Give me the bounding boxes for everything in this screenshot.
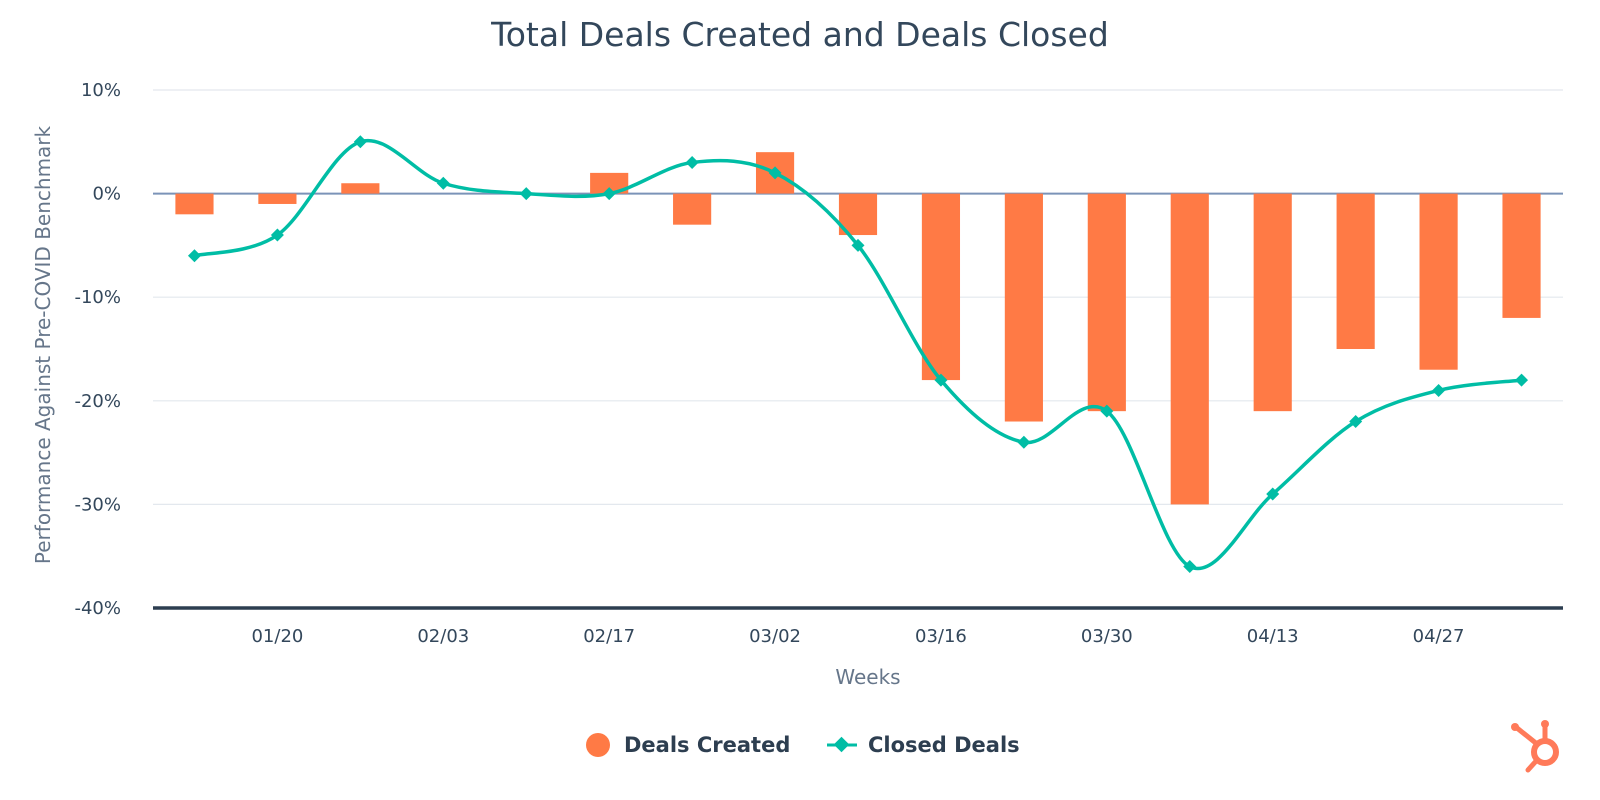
hubspot-sprocket-logo bbox=[1511, 720, 1559, 773]
diamond-line-marker-icon bbox=[827, 736, 857, 753]
x-tick-label: 02/17 bbox=[583, 626, 635, 647]
point-marker bbox=[270, 228, 284, 242]
point-marker bbox=[1515, 373, 1529, 387]
point-marker bbox=[685, 156, 699, 170]
bar bbox=[590, 172, 629, 194]
y-axis-title: Performance Against Pre-COVID Benchmark bbox=[31, 125, 55, 564]
point-marker bbox=[768, 166, 782, 180]
bar bbox=[175, 193, 214, 215]
bar bbox=[1170, 193, 1209, 505]
closed-deals-line bbox=[194, 138, 1522, 571]
point-marker bbox=[1432, 383, 1446, 397]
x-axis-ticks: 01/20 02/03 02/17 03/02 03/16 03/30 04/13 04/27 bbox=[251, 626, 1464, 647]
deals-created-bars bbox=[175, 152, 1541, 505]
y-tick-label: -40% bbox=[74, 598, 121, 619]
x-axis-title: Weeks bbox=[835, 665, 900, 689]
point-marker bbox=[1100, 404, 1114, 418]
point-marker bbox=[934, 373, 948, 387]
closed-deals-path bbox=[194, 138, 1522, 571]
legend: Deals Created Closed Deals bbox=[586, 733, 1020, 757]
bar bbox=[258, 193, 297, 204]
point-marker bbox=[1266, 487, 1280, 501]
grid-lines bbox=[153, 89, 1563, 610]
x-tick-label: 04/13 bbox=[1247, 626, 1299, 647]
legend-item-deals-created[interactable]: Deals Created bbox=[586, 733, 790, 757]
bar bbox=[673, 193, 712, 225]
legend-label-closed-deals: Closed Deals bbox=[868, 733, 1020, 757]
y-tick-label: -30% bbox=[74, 494, 121, 515]
point-marker bbox=[602, 187, 616, 201]
chart-title: Total Deals Created and Deals Closed bbox=[490, 15, 1109, 54]
point-marker bbox=[851, 238, 865, 252]
point-marker bbox=[187, 249, 201, 263]
x-tick-label: 03/30 bbox=[1081, 626, 1133, 647]
bar bbox=[1502, 193, 1541, 318]
point-marker bbox=[1017, 435, 1031, 449]
y-axis-ticks: 10% 0% -10% -20% -30% -40% bbox=[74, 80, 121, 619]
x-tick-label: 01/20 bbox=[251, 626, 303, 647]
bar bbox=[1087, 193, 1126, 412]
point-marker bbox=[1349, 415, 1363, 429]
y-tick-label: 10% bbox=[81, 80, 121, 101]
bar bbox=[1004, 193, 1043, 422]
bar bbox=[341, 183, 380, 194]
bar bbox=[1419, 193, 1458, 370]
legend-label-deals-created: Deals Created bbox=[624, 733, 790, 757]
point-marker bbox=[1183, 560, 1197, 574]
point-marker bbox=[436, 176, 450, 190]
bar bbox=[1253, 193, 1292, 412]
circle-marker-icon bbox=[586, 733, 610, 757]
closed-deals-markers bbox=[187, 135, 1529, 574]
point-marker bbox=[519, 187, 533, 201]
x-tick-label: 03/02 bbox=[749, 626, 801, 647]
x-tick-label: 04/27 bbox=[1413, 626, 1465, 647]
y-tick-label: 0% bbox=[92, 184, 121, 205]
bar bbox=[921, 193, 961, 381]
point-marker bbox=[353, 135, 367, 149]
x-tick-label: 03/16 bbox=[915, 626, 967, 647]
y-tick-label: -20% bbox=[74, 391, 121, 412]
y-tick-label: -10% bbox=[74, 287, 121, 308]
x-tick-label: 02/03 bbox=[417, 626, 469, 647]
legend-item-closed-deals[interactable]: Closed Deals bbox=[827, 733, 1020, 757]
bar bbox=[1336, 193, 1375, 349]
